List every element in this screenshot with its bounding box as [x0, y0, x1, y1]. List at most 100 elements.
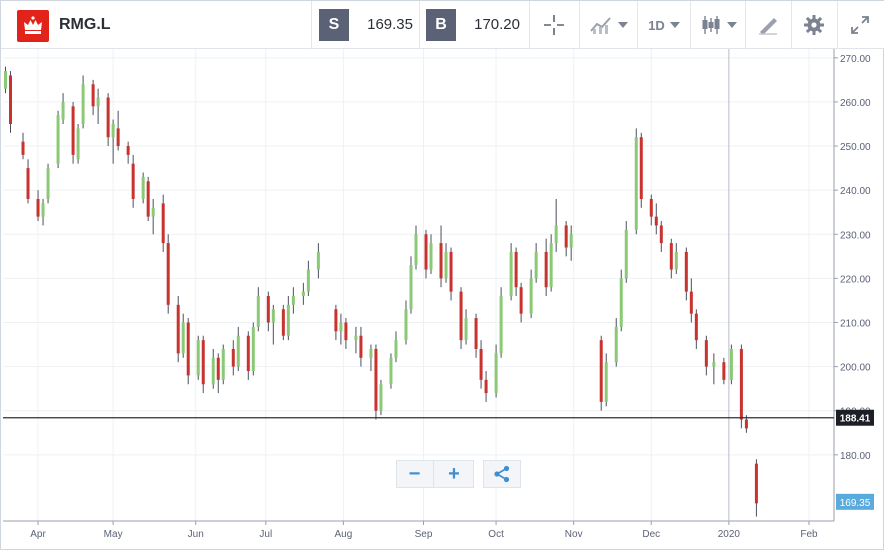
candle-down [474, 318, 478, 349]
candle-up [271, 309, 275, 323]
candle-up [316, 251, 320, 270]
candle-down [91, 84, 95, 107]
toolbar-divider [837, 1, 838, 49]
chart-type-button[interactable] [583, 1, 633, 49]
candle-up [729, 348, 733, 380]
candle-down [694, 313, 698, 341]
candle-up [389, 357, 393, 385]
candle-up [369, 348, 373, 358]
candle-style-button[interactable] [694, 1, 742, 49]
candle-up [354, 335, 358, 341]
candle-up [111, 123, 115, 138]
last-price-label: 169.35 [840, 498, 871, 509]
crosshair-button[interactable] [536, 1, 572, 49]
candle-down [201, 340, 205, 385]
candle-up [141, 176, 145, 199]
chart-toolbar: RMG.L S 169.35 B 170.20 1D [1, 1, 884, 49]
y-tick-label: 250.00 [840, 142, 871, 153]
candle-up [624, 229, 628, 279]
candle-down [334, 309, 338, 332]
candle-up [569, 234, 573, 248]
crown-logo-icon [17, 10, 49, 42]
candle-up [529, 278, 533, 314]
candle-up [464, 318, 468, 341]
candle-up [4, 71, 8, 89]
candle-up [286, 304, 290, 336]
candle-down [654, 216, 658, 226]
expand-button[interactable] [841, 1, 879, 49]
toolbar-divider [419, 1, 420, 49]
candle-up [221, 348, 225, 380]
y-tick-label: 230.00 [840, 230, 871, 241]
candle-up [712, 362, 716, 367]
candle-up [549, 243, 553, 288]
zoom-in-button[interactable]: + [448, 462, 460, 485]
candle-down [722, 362, 726, 380]
candle-down [266, 296, 270, 323]
candle-up [301, 291, 305, 297]
candle-up [394, 340, 398, 358]
sell-tag[interactable]: S [319, 9, 349, 41]
candle-up [46, 168, 50, 199]
candle-down [344, 322, 348, 341]
candle-down [639, 137, 643, 199]
candle-down [484, 379, 488, 394]
candle-up [404, 309, 408, 341]
toolbar-divider [637, 1, 638, 49]
sell-price[interactable]: 169.35 [351, 9, 417, 41]
candle-up [211, 357, 215, 385]
share-button[interactable] [483, 460, 521, 488]
candle-down [21, 141, 25, 155]
y-tick-label: 270.00 [840, 54, 871, 65]
candle-down [564, 225, 568, 248]
x-tick-label: Apr [30, 529, 46, 540]
candle-down [459, 291, 463, 341]
candle-down [424, 234, 428, 270]
x-tick-label: Jul [259, 529, 272, 540]
candle-up [619, 278, 623, 327]
candle-down [359, 335, 363, 358]
zoom-controls [396, 460, 474, 488]
x-tick-label: Jun [188, 529, 204, 540]
settings-button[interactable] [795, 1, 833, 49]
candle-up [236, 335, 240, 367]
candle-up [339, 322, 343, 332]
candle-up [634, 137, 638, 230]
candle-up [494, 353, 498, 394]
candle-down [669, 243, 673, 270]
price-line-badge [836, 409, 874, 426]
candle-down [216, 357, 220, 380]
candle-down [744, 419, 748, 429]
candle-down [519, 287, 523, 314]
candle-down [649, 198, 653, 217]
candle-down [26, 168, 30, 199]
candle-down [161, 203, 165, 244]
buy-price[interactable]: 170.20 [458, 9, 524, 41]
price-line-label: 188.41 [840, 414, 871, 425]
candle-down [116, 128, 120, 147]
candle-up [409, 265, 413, 310]
x-tick-label: Oct [488, 529, 504, 540]
candle-down [186, 322, 190, 376]
draw-tool-button[interactable] [749, 1, 787, 49]
candle-up [56, 115, 60, 164]
x-tick-label: Dec [642, 529, 660, 540]
y-tick-label: 180.00 [840, 451, 871, 462]
toolbar-divider [745, 1, 746, 49]
candle-up [196, 340, 200, 376]
x-tick-label: Feb [800, 529, 818, 540]
buy-tag[interactable]: B [426, 9, 456, 41]
candle-down [146, 181, 150, 217]
x-tick-label: Nov [565, 529, 583, 540]
gear-icon [804, 15, 824, 35]
toolbar-divider [311, 1, 312, 49]
zoom-out-button[interactable]: − [396, 460, 434, 488]
candle-down [131, 163, 135, 199]
timeframe-button[interactable]: 1D [641, 1, 687, 49]
candle-down [704, 340, 708, 367]
candle-up [81, 84, 85, 124]
candle-up [96, 97, 100, 107]
candle-down [739, 348, 743, 420]
